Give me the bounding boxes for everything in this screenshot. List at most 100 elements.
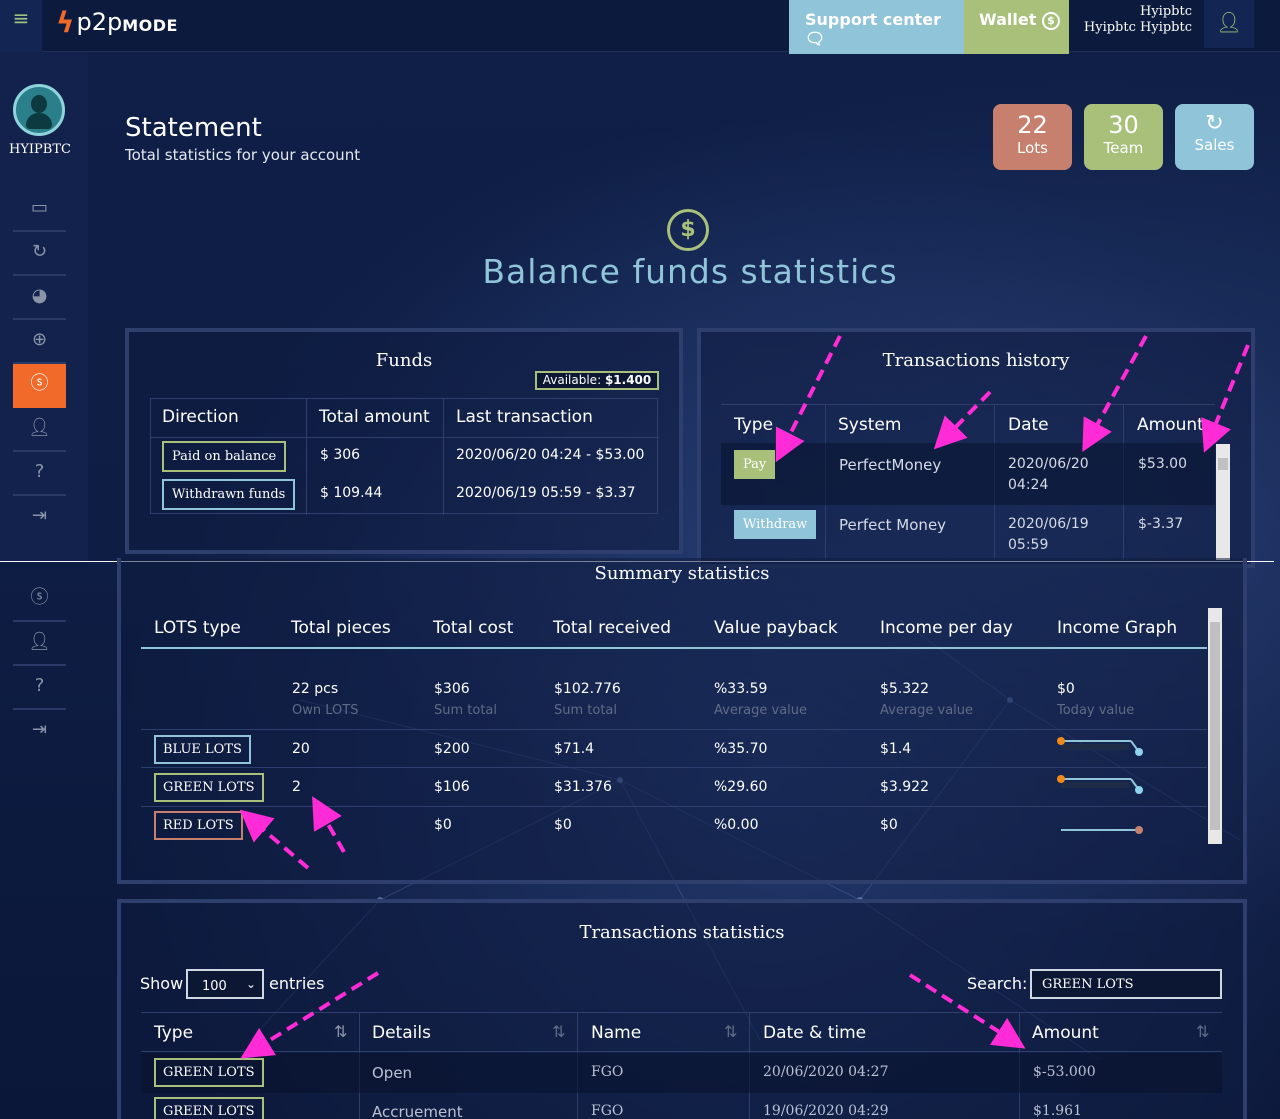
lots-received: $0 [554,817,572,833]
funds-title: Funds [375,350,433,371]
entries-value: 100 [202,979,227,994]
summary-scrollbar[interactable] [1208,608,1222,844]
lots-pieces: 20 [292,741,310,757]
entries-select[interactable]: 100 ⌄ [186,969,264,999]
available-label: Available: [542,373,602,387]
funds-last-transaction: 2020/06/19 05:59 - $3.37 [456,485,636,501]
menu-icon[interactable]: ≡ [0,0,42,52]
history-amount: $-3.37 [1138,516,1184,532]
logo-mode-text: MODE [122,15,178,35]
lots-payback: %0.00 [714,817,759,833]
team-count: 30 [1108,111,1139,139]
history-scrollbar[interactable] [1216,444,1230,560]
tx-name: FGO [591,1064,624,1080]
tx-datetime: 20/06/2020 04:27 [763,1064,889,1080]
support-center-button[interactable]: Support center 🗨 [789,0,964,54]
summary-header-graph: Income Graph [1057,618,1178,638]
total-received-caption: Sum total [554,703,618,718]
summary-header-received: Total received [553,618,672,638]
top-bar: ≡ ϟ p2p MODE Support center 🗨 Wallet $ H… [0,0,1280,54]
avg-payback: %33.59 [714,681,768,697]
logo[interactable]: ϟ p2p MODE [56,4,178,40]
sales-stat[interactable]: ↻ Sales [1175,104,1254,170]
funds-amount: $ 109.44 [320,485,383,501]
lots-stat[interactable]: 22 Lots [993,104,1072,170]
avg-income-caption: Average value [880,703,974,718]
lots-cost: $200 [434,741,470,757]
dollar-icon[interactable]: ⓢ [13,578,66,622]
dollar-icon[interactable]: ⓢ [13,364,66,408]
support-label: Support center [805,10,942,29]
lots-count: 22 [1017,111,1048,139]
team-stat[interactable]: 30 Team [1084,104,1163,170]
funds-last-transaction: 2020/06/20 04:24 - $53.00 [456,447,645,463]
sort-icon[interactable]: ⇅ [1196,1022,1210,1041]
sort-icon[interactable]: ⇅ [552,1022,566,1041]
logout-icon[interactable]: ⇥ [31,719,48,740]
balance-title: Balance funds statistics [482,252,898,291]
tx-name: FGO [591,1103,624,1119]
chevron-down-icon: ⌄ [245,977,256,991]
total-pieces: 22 pcs [292,681,339,697]
dollar-icon: $ [667,209,709,251]
lots-payback: %35.70 [714,741,768,757]
monitor-icon[interactable]: ▭ [13,188,66,232]
avatar[interactable] [13,84,65,136]
available-value: $1.400 [604,373,652,387]
help-icon[interactable]: ? [13,666,66,710]
transactions-history-title: Transactions history [882,350,1070,371]
today-value-caption: Today value [1057,703,1135,718]
wallet-button[interactable]: Wallet $ [964,0,1069,54]
tx-header-amount[interactable]: Amount [1032,1023,1099,1043]
logout-icon[interactable]: ⇥ [31,505,48,526]
tx-header-type[interactable]: Type [154,1023,194,1043]
user-icon[interactable]: 👤︎ [13,408,66,452]
history-date: 2020/06/20 [1008,456,1089,472]
user-login: Hyipbtc [1140,4,1192,19]
lots-cost: $106 [434,779,470,795]
tx-amount: $1.961 [1033,1103,1082,1119]
lots-income: $1.4 [880,741,912,757]
summary-header-type: LOTS type [154,618,241,638]
team-label: Team [1103,139,1144,157]
pie-chart-icon[interactable]: ◕ [13,276,66,320]
tx-header-datetime[interactable]: Date & time [763,1023,867,1043]
income-sparkline [1061,826,1143,834]
tx-header-details[interactable]: Details [372,1023,431,1043]
history-amount: $53.00 [1138,456,1187,472]
withdrawn-funds-tag: Withdrawn funds [162,479,296,510]
user-icon[interactable]: 👤︎ [13,622,66,666]
tx-header-name[interactable]: Name [591,1023,642,1043]
search-label: Search: [967,974,1028,993]
transactions-statistics-title: Transactions statistics [579,922,785,943]
logo-mark-icon: ϟ [56,5,75,39]
page-title: Statement [125,113,262,143]
total-pieces-caption: Own LOTS [292,703,359,718]
tx-details: Accruement [372,1103,463,1119]
history-time: 05:59 [1008,537,1049,553]
target-icon[interactable]: ⊕ [13,320,66,364]
withdraw-tag: Withdraw [734,510,817,539]
history-header-amount: Amount [1137,415,1204,435]
sidebar: HYIPBTC ▭ ↻ ◕ ⊕ ⓢ 👤︎ ? ⇥ [0,52,88,562]
income-sparkline [1057,737,1143,756]
search-input[interactable]: GREEN LOTS [1030,969,1222,999]
history-header-date: Date [1008,415,1049,435]
funds-header-direction: Direction [162,407,239,427]
total-received: $102.776 [554,681,621,697]
summary-header-income: Income per day [880,618,1013,638]
help-icon[interactable]: ? [13,452,66,496]
refresh-icon[interactable]: ↻ [13,232,66,276]
history-system: Perfect Money [839,516,947,534]
lots-received: $71.4 [554,741,595,757]
history-system: PerfectMoney [839,456,942,474]
page-subtitle: Total statistics for your account [125,146,361,164]
user-full-name: Hyipbtc Hyipbtc [1083,20,1192,35]
sort-icon[interactable]: ⇅ [724,1022,738,1041]
entries-label: entries [269,974,325,993]
sort-icon[interactable]: ⇅ [334,1022,348,1041]
sales-label: Sales [1194,136,1235,154]
refresh-icon: ↻ [1205,111,1224,136]
user-profile-icon[interactable]: 👤︎ [1204,0,1254,48]
